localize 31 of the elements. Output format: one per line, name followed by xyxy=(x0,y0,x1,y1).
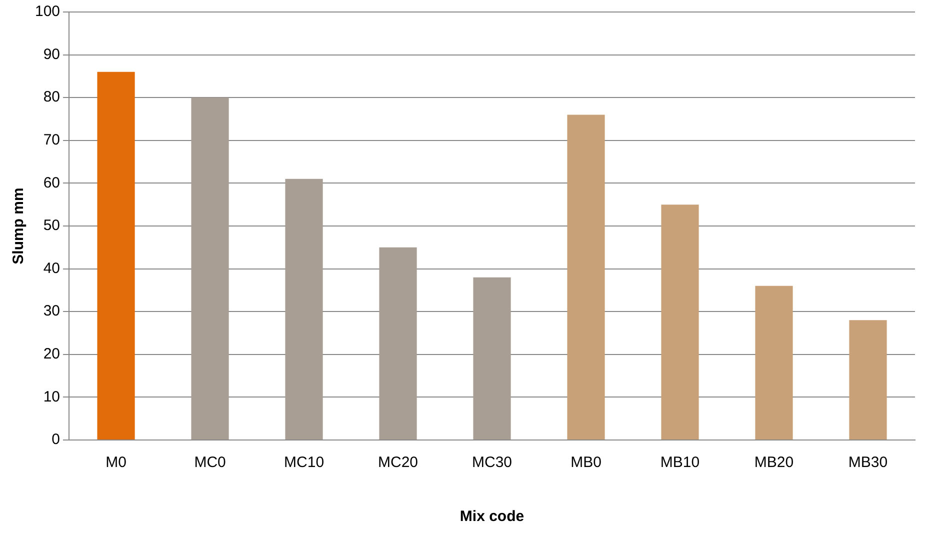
y-tick-label: 90 xyxy=(43,46,60,63)
y-tick-label: 0 xyxy=(52,431,60,448)
bar xyxy=(567,114,605,440)
bar xyxy=(191,98,229,440)
bar xyxy=(661,204,699,440)
bar xyxy=(755,286,793,440)
x-tick-label: MB20 xyxy=(754,454,794,472)
bar xyxy=(285,178,323,440)
x-tick-label: MC0 xyxy=(194,454,226,472)
y-axis-title: Slump mm xyxy=(10,188,28,264)
y-tick-label: 80 xyxy=(43,88,60,106)
y-tick-label: 70 xyxy=(43,132,60,149)
x-tick-label: MB10 xyxy=(660,454,700,472)
y-tick-label: 50 xyxy=(43,217,60,234)
x-tick-label: MB0 xyxy=(570,454,602,472)
bar xyxy=(473,277,511,440)
x-tick-label: M0 xyxy=(106,454,126,472)
y-tick-label: 30 xyxy=(43,302,60,320)
bar xyxy=(379,247,417,440)
x-tick-label: MC30 xyxy=(472,454,512,472)
x-tick-label: MB30 xyxy=(848,454,888,472)
x-tick-label: MC20 xyxy=(378,454,418,472)
bar xyxy=(849,320,887,440)
y-tick-label: 40 xyxy=(43,260,60,277)
x-axis-title: Mix code xyxy=(460,508,524,526)
y-tick-label: 100 xyxy=(34,3,60,20)
y-tick-label: 60 xyxy=(43,174,60,192)
y-tick-label: 20 xyxy=(43,346,60,363)
y-tick-label: 10 xyxy=(43,388,60,406)
x-tick-label: MC10 xyxy=(284,454,324,472)
bar xyxy=(97,72,135,440)
